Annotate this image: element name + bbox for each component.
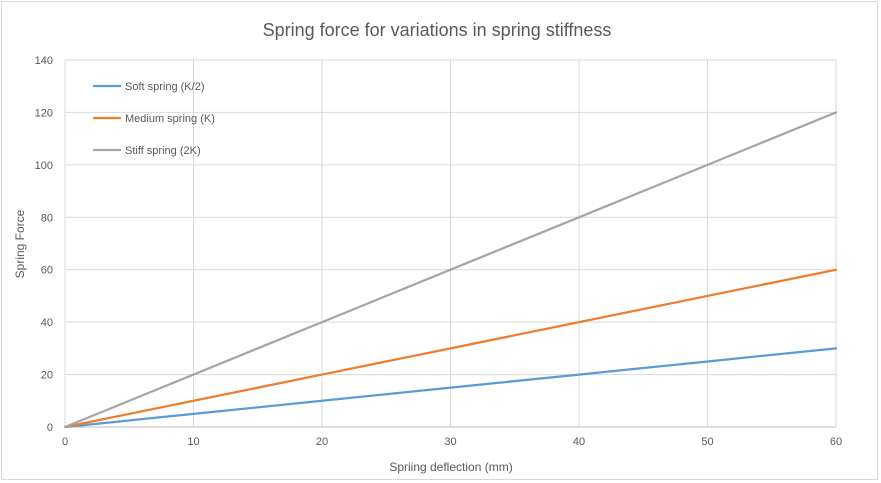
x-tick-label: 40 (573, 436, 585, 448)
x-tick-label: 10 (187, 436, 199, 448)
legend-label: Soft spring (K/2) (125, 81, 204, 93)
y-tick-label: 120 (35, 107, 53, 119)
y-tick-label: 0 (47, 422, 53, 434)
series-line-2 (63, 268, 838, 429)
x-tick-label: 30 (444, 436, 456, 448)
legend-item-2: Medium spring (K) (93, 113, 215, 125)
x-tick-label: 20 (316, 436, 328, 448)
x-tick-label: 50 (701, 436, 713, 448)
x-tick-label: 60 (830, 436, 842, 448)
series-line-1 (63, 347, 838, 429)
y-tick-label: 80 (41, 212, 53, 224)
x-tick-label: 0 (62, 436, 68, 448)
tick-labels: 0 20 40 60 80 100 120 140 0 10 20 30 40 50 60 (35, 55, 842, 448)
legend-label: Stiff spring (2K) (125, 145, 201, 157)
legend-label: Medium spring (K) (125, 113, 215, 125)
y-tick-label: 100 (35, 160, 53, 172)
legend-item-3: Stiff spring (2K) (93, 145, 201, 157)
legend: Soft spring (K/2) Medium spring (K) Stiff … (93, 81, 215, 157)
legend-item-1: Soft spring (K/2) (93, 81, 204, 93)
chart-title: Spring force for variations in spring st… (263, 20, 612, 40)
y-axis-title: Spring Force (13, 209, 27, 278)
y-tick-label: 40 (41, 317, 53, 329)
y-tick-label: 20 (41, 370, 53, 382)
x-axis-title: Spriing deflection (mm) (389, 460, 512, 474)
axes (64, 60, 836, 428)
y-tick-label: 60 (41, 265, 53, 277)
series-lines (63, 111, 838, 429)
y-tick-label: 140 (35, 55, 53, 67)
series-line-3 (63, 111, 838, 429)
